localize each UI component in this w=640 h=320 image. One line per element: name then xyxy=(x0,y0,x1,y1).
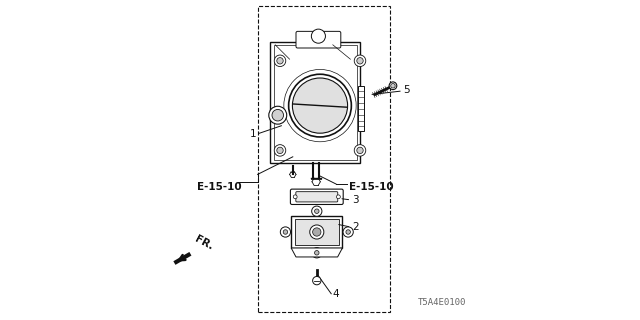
FancyBboxPatch shape xyxy=(291,189,343,204)
Circle shape xyxy=(283,230,288,234)
Text: FR.: FR. xyxy=(193,234,215,252)
Circle shape xyxy=(275,145,285,156)
FancyBboxPatch shape xyxy=(296,31,340,48)
Text: T5A4E0100: T5A4E0100 xyxy=(417,298,466,307)
FancyBboxPatch shape xyxy=(295,219,339,245)
Circle shape xyxy=(272,109,284,121)
FancyBboxPatch shape xyxy=(296,192,338,202)
Circle shape xyxy=(275,55,285,67)
Circle shape xyxy=(269,106,287,124)
Circle shape xyxy=(289,74,351,137)
Text: 5: 5 xyxy=(403,84,410,95)
Circle shape xyxy=(314,251,319,255)
Circle shape xyxy=(343,227,353,237)
Circle shape xyxy=(389,82,397,90)
Text: 4: 4 xyxy=(333,289,339,299)
Circle shape xyxy=(293,195,297,199)
Bar xyxy=(258,6,390,312)
Circle shape xyxy=(355,145,366,156)
Circle shape xyxy=(311,29,326,43)
Text: 1: 1 xyxy=(250,129,256,140)
Circle shape xyxy=(337,195,340,199)
Text: 2: 2 xyxy=(352,222,358,232)
Circle shape xyxy=(292,78,348,133)
FancyBboxPatch shape xyxy=(358,86,364,131)
Text: E-15-10: E-15-10 xyxy=(197,182,241,192)
FancyBboxPatch shape xyxy=(291,216,342,248)
Circle shape xyxy=(355,55,366,67)
Circle shape xyxy=(357,147,364,154)
Circle shape xyxy=(390,84,396,88)
Circle shape xyxy=(346,230,351,234)
Circle shape xyxy=(312,228,321,236)
Circle shape xyxy=(277,58,283,64)
Text: E-15-10: E-15-10 xyxy=(349,182,394,192)
Circle shape xyxy=(280,227,291,237)
Circle shape xyxy=(357,58,364,64)
FancyBboxPatch shape xyxy=(270,42,360,163)
Circle shape xyxy=(312,276,321,285)
Text: 3: 3 xyxy=(352,195,358,205)
Circle shape xyxy=(310,225,324,239)
Circle shape xyxy=(314,209,319,213)
Circle shape xyxy=(277,147,283,154)
Circle shape xyxy=(312,248,322,258)
Polygon shape xyxy=(291,248,342,257)
Circle shape xyxy=(312,206,322,216)
